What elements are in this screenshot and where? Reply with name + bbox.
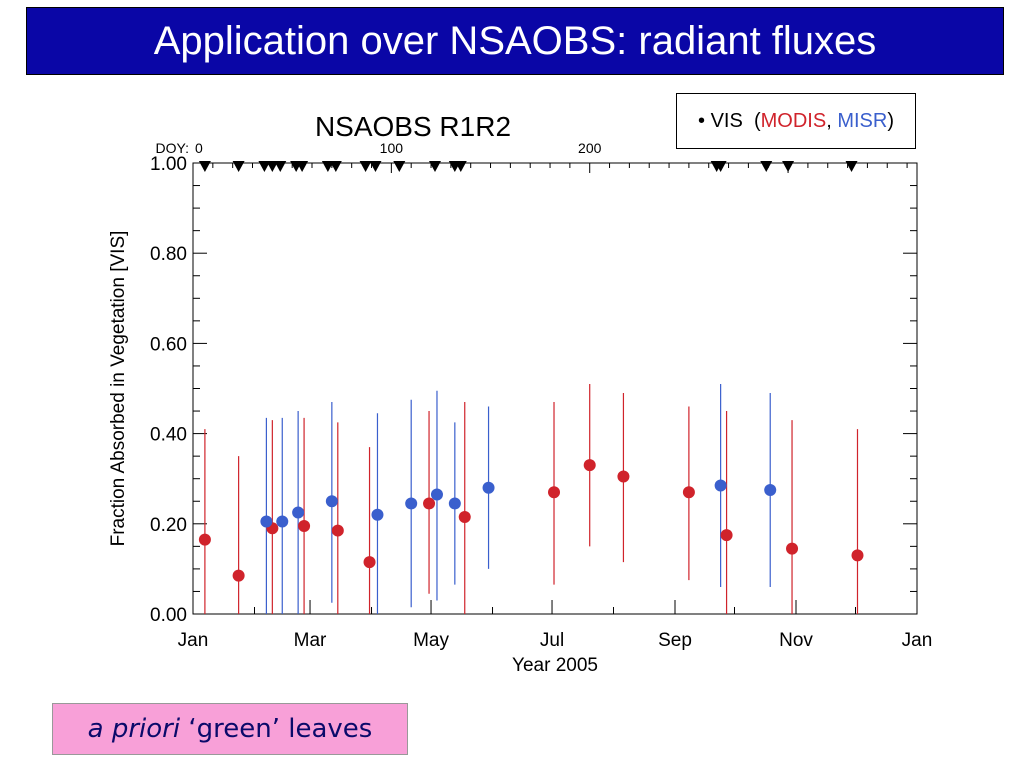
data-point-modis bbox=[363, 556, 376, 569]
data-point-modis bbox=[232, 569, 245, 582]
legend-misr-label: MISR bbox=[837, 109, 888, 132]
x-tick-label: Jan bbox=[902, 630, 933, 651]
top-axis-tick-label: 0 bbox=[195, 140, 203, 156]
y-tick-label: 0.00 bbox=[150, 605, 187, 626]
observation-marker bbox=[760, 161, 773, 172]
data-point-misr bbox=[764, 483, 777, 496]
observation-marker bbox=[393, 161, 406, 172]
top-axis-label: DOY: bbox=[156, 140, 189, 156]
x-tick-label: Jul bbox=[540, 630, 564, 651]
data-point-modis bbox=[617, 470, 630, 483]
x-axis-label: Year 2005 bbox=[512, 655, 598, 676]
x-tick-label: Jan bbox=[178, 630, 209, 651]
observation-marker bbox=[258, 161, 271, 172]
y-tick-label: 1.00 bbox=[150, 154, 187, 175]
data-point-modis bbox=[786, 542, 799, 555]
x-tick-label: Nov bbox=[779, 630, 813, 651]
x-tick-label: Mar bbox=[294, 630, 327, 651]
observation-marker bbox=[714, 161, 727, 172]
legend-bullet: • bbox=[698, 109, 706, 132]
data-point-misr bbox=[482, 481, 495, 494]
legend-vis-label: VIS bbox=[710, 109, 743, 132]
observation-marker bbox=[369, 161, 382, 172]
top-axis-tick-label: 100 bbox=[380, 140, 404, 156]
data-point-modis bbox=[423, 497, 436, 510]
data-point-modis bbox=[331, 524, 344, 537]
data-point-modis bbox=[682, 486, 695, 499]
data-point-modis bbox=[548, 486, 561, 499]
data-point-misr bbox=[714, 479, 727, 492]
note-italic-text: a priori bbox=[87, 714, 181, 744]
data-point-modis bbox=[298, 520, 311, 533]
data-point-modis bbox=[583, 459, 596, 472]
observation-marker bbox=[232, 161, 245, 172]
top-axis-tick-label: 200 bbox=[578, 140, 602, 156]
note-text: ‘green’ leaves bbox=[188, 714, 373, 744]
data-point-misr bbox=[448, 497, 461, 510]
observation-marker bbox=[274, 161, 287, 172]
data-point-misr bbox=[405, 497, 418, 510]
observation-marker bbox=[782, 161, 795, 172]
x-tick-label: May bbox=[413, 630, 449, 651]
legend-open-paren: ( bbox=[753, 109, 761, 132]
data-point-misr bbox=[260, 515, 273, 528]
observation-marker bbox=[329, 161, 342, 172]
data-point-misr bbox=[292, 506, 305, 519]
observation-marker bbox=[198, 161, 211, 172]
observation-marker bbox=[266, 161, 279, 172]
observation-marker bbox=[296, 161, 309, 172]
slide-title: Application over NSAOBS: radiant fluxes bbox=[153, 18, 877, 63]
data-point-modis bbox=[851, 549, 864, 562]
data-point-misr bbox=[325, 495, 338, 508]
y-tick-label: 0.40 bbox=[150, 425, 187, 446]
y-tick-label: 0.80 bbox=[150, 244, 187, 265]
observation-marker bbox=[321, 161, 334, 172]
y-tick-label: 0.60 bbox=[150, 334, 187, 355]
x-tick-label: Sep bbox=[658, 630, 692, 651]
chart-legend: • VIS (MODIS, MISR) bbox=[676, 93, 916, 149]
data-point-misr bbox=[371, 508, 384, 521]
observation-marker bbox=[454, 161, 467, 172]
y-tick-label: 0.20 bbox=[150, 515, 187, 536]
y-axis-label: Fraction Absorbed in Vegetation [VIS] bbox=[108, 231, 129, 547]
legend-comma: , bbox=[826, 109, 832, 132]
data-point-misr bbox=[276, 515, 289, 528]
observation-marker bbox=[359, 161, 372, 172]
legend-modis-label: MODIS bbox=[760, 109, 827, 132]
plot-frame bbox=[192, 162, 918, 615]
chart-title: NSAOBS R1R2 bbox=[315, 111, 511, 142]
slide-title-bar: Application over NSAOBS: radiant fluxes bbox=[26, 7, 1004, 75]
legend-close-paren: ) bbox=[887, 109, 894, 132]
data-point-modis bbox=[198, 533, 211, 546]
data-point-modis bbox=[720, 529, 733, 542]
observation-marker bbox=[845, 161, 858, 172]
observation-marker bbox=[428, 161, 441, 172]
data-point-modis bbox=[458, 511, 471, 524]
data-point-misr bbox=[430, 488, 443, 501]
fapar-chart: NSAOBS R1R2 0.00 0.20 0.40 0.60 0.80 1.00 Jan Ma… bbox=[108, 111, 933, 676]
a-priori-note: a priori ‘green’ leaves bbox=[52, 703, 408, 755]
